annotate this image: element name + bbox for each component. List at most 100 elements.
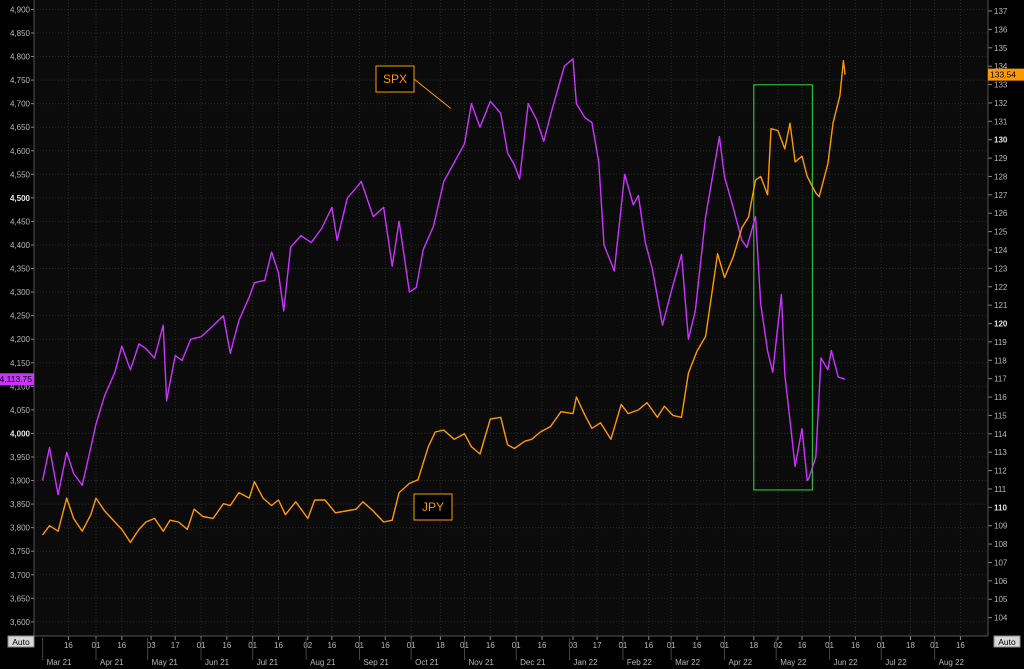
x-axis-tick-label: 18 bbox=[749, 641, 758, 650]
left-auto-button-bg bbox=[7, 635, 35, 648]
left-axis-tick-label: 4,850 bbox=[10, 29, 31, 38]
jpy-last-value-badge bbox=[988, 68, 1024, 81]
left-axis-tick-label: 3,700 bbox=[10, 571, 31, 580]
right-axis-tick-label: 136 bbox=[994, 25, 1008, 34]
left-axis-tick-label: 4,100 bbox=[10, 382, 31, 391]
left-axis-tick-label: 4,700 bbox=[10, 100, 31, 109]
jpy-callout-box bbox=[413, 493, 453, 521]
right-axis-tick-label: 112 bbox=[994, 467, 1007, 476]
left-axis-tick-label: 3,900 bbox=[10, 477, 31, 486]
x-axis-month-label: Oct 21 bbox=[415, 658, 439, 667]
x-axis-tick-label: 16 bbox=[851, 641, 860, 650]
right-axis-tick-label: 137 bbox=[994, 7, 1008, 16]
x-axis-month-label: Jun 22 bbox=[834, 658, 859, 667]
right-axis-tick-label: 116 bbox=[994, 393, 1007, 402]
last-value-badges: 4,113.75 133.54 bbox=[0, 68, 1024, 386]
x-axis-tick-label: 02 bbox=[303, 641, 312, 650]
x-axis-tick-label: 17 bbox=[171, 641, 180, 650]
x-axis-month-label: May 22 bbox=[780, 658, 807, 667]
right-axis-tick-label: 127 bbox=[994, 191, 1008, 200]
jpy-callout-label: JPY bbox=[422, 500, 444, 514]
x-axis: 16 01 16 03 17 01 16 01 16 02 16 01 16 01 18 01 16 01 16 03… bbox=[34, 635, 988, 667]
x-axis-tick-label: 16 bbox=[222, 641, 231, 650]
x-axis-month-label: Feb 22 bbox=[627, 658, 652, 667]
spx-callout-label: SPX bbox=[383, 72, 407, 86]
right-axis-auto-button[interactable]: Auto bbox=[993, 635, 1021, 648]
left-axis-tick-label: 3,650 bbox=[10, 594, 31, 603]
left-axis-tick-label: 3,750 bbox=[10, 547, 31, 556]
x-axis-tick-label: 16 bbox=[538, 641, 547, 650]
left-axis-tick-label: 4,650 bbox=[10, 123, 31, 132]
left-axis-tick-label: 4,400 bbox=[10, 241, 31, 250]
x-axis-month-label: Aug 22 bbox=[939, 658, 965, 667]
right-axis-tick-label: 124 bbox=[994, 246, 1008, 255]
plot-area bbox=[34, 0, 988, 636]
right-axis-tick-label: 109 bbox=[994, 522, 1008, 531]
x-axis-month-label: Jul 22 bbox=[885, 658, 907, 667]
left-axis-tick-label: 3,800 bbox=[10, 524, 31, 533]
right-axis-tick-label: 129 bbox=[994, 154, 1008, 163]
x-axis-tick-label: 16 bbox=[644, 641, 653, 650]
grid-lines bbox=[34, 0, 988, 636]
left-axis-tick-label: 4,750 bbox=[10, 76, 31, 85]
x-axis-tick-label: 18 bbox=[436, 641, 445, 650]
x-axis-tick-label: 16 bbox=[117, 641, 126, 650]
x-axis-tick-label: 17 bbox=[593, 641, 602, 650]
left-axis-tick-label: 4,900 bbox=[10, 5, 31, 14]
right-axis-tick-label: 113 bbox=[994, 448, 1007, 457]
right-auto-button-bg bbox=[993, 635, 1021, 648]
right-axis-tick-label: 107 bbox=[994, 558, 1008, 567]
x-axis-tick-label: 02 bbox=[773, 641, 782, 650]
right-axis-tick-label: 123 bbox=[994, 264, 1008, 273]
right-axis-tick-label: 115 bbox=[994, 411, 1007, 420]
right-axis-tick-label: 125 bbox=[994, 228, 1008, 237]
left-axis-tick-label: 4,800 bbox=[10, 53, 31, 62]
left-axis-auto-button[interactable]: Auto bbox=[7, 635, 35, 648]
right-axis-tick-label: 106 bbox=[994, 577, 1008, 586]
x-axis-tick-label: 16 bbox=[486, 641, 495, 650]
x-axis-month-label: Mar 22 bbox=[675, 658, 700, 667]
x-axis-month-label: Nov 21 bbox=[469, 658, 495, 667]
x-axis-month-label: Jul 21 bbox=[257, 658, 279, 667]
axis-buttons: Auto Auto bbox=[7, 635, 1021, 648]
x-axis-month-label: Apr 22 bbox=[729, 658, 753, 667]
x-axis-month-label: Mar 21 bbox=[47, 658, 72, 667]
x-axis-month-label: Apr 21 bbox=[100, 658, 124, 667]
spx-last-value-badge bbox=[0, 373, 34, 386]
right-axis-tick-label: 118 bbox=[994, 356, 1007, 365]
jpy-last-value-label: 133.54 bbox=[990, 70, 1016, 80]
left-axis-tick-label: 3,600 bbox=[10, 618, 31, 627]
left-axis-tick-label: 4,500 bbox=[10, 194, 31, 203]
series-line-spx bbox=[41, 58, 846, 496]
x-axis-month-label: Jan 22 bbox=[574, 658, 599, 667]
right-axis-tick-label: 128 bbox=[994, 172, 1008, 181]
x-axis-tick-label: 16 bbox=[64, 641, 73, 650]
x-axis-tick-label: 16 bbox=[956, 641, 965, 650]
x-axis-tick-label: 03 bbox=[147, 641, 156, 650]
left-axis-tick-label: 4,600 bbox=[10, 147, 31, 156]
right-axis-tick-label: 119 bbox=[994, 338, 1007, 347]
left-axis-tick-label: 4,550 bbox=[10, 170, 31, 179]
x-axis-tick-label: 16 bbox=[327, 641, 336, 650]
right-axis-tick-label: 134 bbox=[994, 62, 1008, 71]
right-axis-tick-label: 104 bbox=[994, 614, 1008, 623]
right-axis-tick-label: 131 bbox=[994, 117, 1008, 126]
spx-callout-leader bbox=[413, 78, 452, 109]
right-axis-tick-label: 111 bbox=[994, 485, 1007, 494]
left-axis-tick-label: 4,450 bbox=[10, 217, 31, 226]
left-axis-tick-label: 3,950 bbox=[10, 453, 31, 462]
right-axis-tick-label: 122 bbox=[994, 283, 1008, 292]
right-y-axis: 104 105 106 107 108 109 110 111 112 113 114 115 116 1… bbox=[987, 0, 1008, 636]
left-axis-tick-label: 4,350 bbox=[10, 265, 31, 274]
x-axis-month-label: Sep 21 bbox=[363, 658, 389, 667]
callout-layer: SPX JPY bbox=[375, 65, 453, 521]
right-axis-tick-label: 121 bbox=[994, 301, 1008, 310]
right-axis-tick-label: 110 bbox=[994, 503, 1007, 512]
right-axis-tick-label: 114 bbox=[994, 430, 1007, 439]
x-axis-tick-label: 03 bbox=[569, 641, 578, 650]
x-axis-tick-label: 16 bbox=[381, 641, 390, 650]
right-axis-tick-label: 117 bbox=[994, 375, 1007, 384]
left-axis-tick-label: 4,050 bbox=[10, 406, 31, 415]
left-axis-tick-label: 4,150 bbox=[10, 359, 31, 368]
